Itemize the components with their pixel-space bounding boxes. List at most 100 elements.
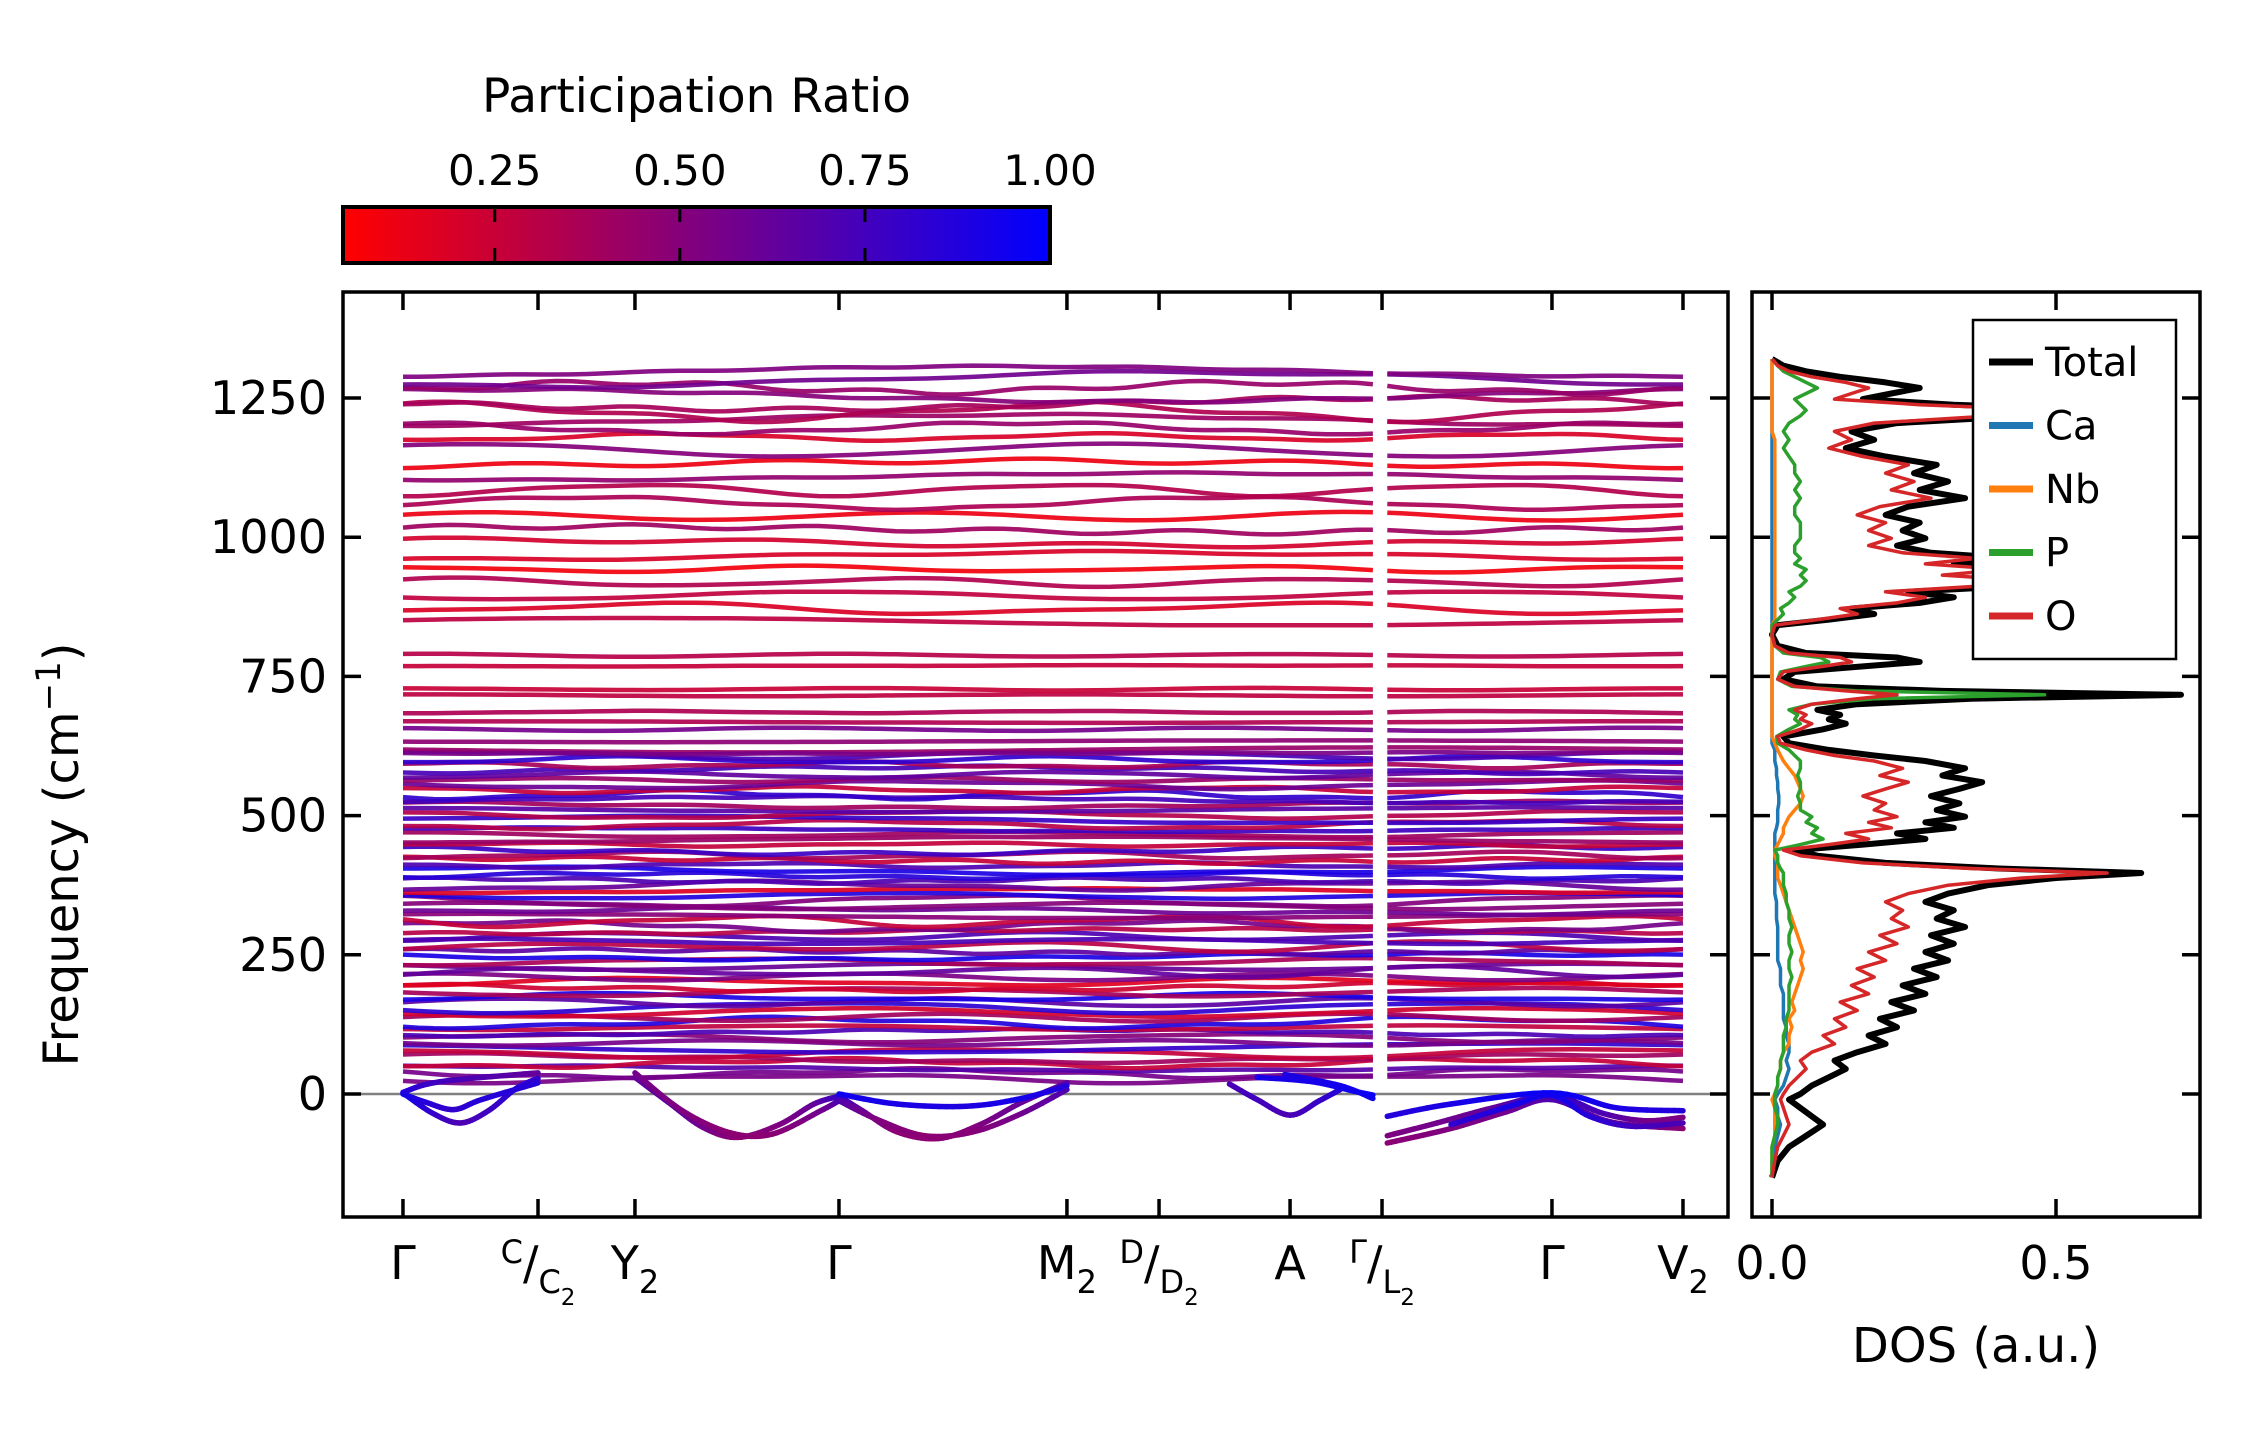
y-tick-label: 250 <box>239 928 327 982</box>
phonon-band <box>1387 864 1684 875</box>
phonon-band <box>1387 956 1684 968</box>
soft-mode-band <box>531 1080 541 1087</box>
phonon-band <box>1387 1006 1684 1016</box>
phonon-band <box>1387 1035 1684 1045</box>
phonon-band <box>402 849 1373 861</box>
phonon-band <box>1387 725 1684 734</box>
y-tick-label: 1000 <box>210 510 327 564</box>
phonon-band <box>1387 1031 1684 1039</box>
dos-curve-nb <box>1770 359 1805 1178</box>
phonon-band <box>402 904 1373 916</box>
phonon-band <box>402 600 1374 617</box>
phonon-band <box>403 834 1373 845</box>
phonon-band <box>402 844 1373 858</box>
phonon-band <box>402 430 1374 443</box>
x-tick-label: D/D2 <box>1119 1233 1198 1311</box>
phonon-band <box>1387 371 1684 379</box>
phonon-band <box>402 940 1374 954</box>
phonon-band <box>1387 830 1684 840</box>
x-tick-label: Γ <box>390 1236 416 1290</box>
dos-x-tick-label: 0.5 <box>2019 1236 2092 1290</box>
phonon-band <box>402 1001 1373 1016</box>
phonon-band <box>402 575 1373 590</box>
legend-entry-label: O <box>2045 594 2076 640</box>
phonon-band <box>1387 808 1683 819</box>
phonon-band <box>402 411 1373 429</box>
soft-mode-band <box>1061 1082 1070 1090</box>
phonon-band <box>402 725 1373 734</box>
band-panel-axes: Γ C/C2 Y2 Γ M2 D/D2 A Γ/L2 Γ V2 1250 1000 750 500 250 0… <box>29 290 1730 1311</box>
dos-panel-axes: 0.0 0.5 DOS (a.u.) <box>1735 290 2202 1374</box>
colorbar-tick-label: 1.00 <box>1003 146 1097 195</box>
phonon-band <box>402 482 1374 499</box>
phonon-band <box>1387 921 1684 935</box>
dos-legend: Total Ca Nb PO <box>1971 318 2178 661</box>
dos-panel-frame <box>1750 290 2202 1219</box>
phonon-band <box>1387 686 1683 693</box>
phonon-band <box>402 893 1373 909</box>
phonon-band <box>402 769 1374 781</box>
phonon-band <box>402 1047 1373 1061</box>
phonon-band <box>402 494 1374 513</box>
phonon-band <box>1387 718 1683 725</box>
legend-entry-label: P <box>2045 531 2069 577</box>
phonon-band <box>402 563 1374 575</box>
phonon-band <box>1387 849 1684 861</box>
phonon-band <box>402 875 1373 886</box>
dos-curve-total <box>1769 356 2184 1179</box>
dos-curve-p <box>1770 357 2047 1178</box>
phonon-band <box>1387 525 1684 536</box>
phonon-band <box>1387 1056 1684 1069</box>
phonon-band <box>1387 577 1684 589</box>
soft-mode-band <box>1061 1086 1070 1094</box>
phonon-band <box>1387 745 1684 752</box>
x-tick-label: Γ <box>826 1236 852 1290</box>
x-tick-label: M2 <box>1037 1236 1097 1301</box>
phonon-band <box>1387 482 1684 499</box>
phonon-band <box>1387 1012 1684 1024</box>
phonon-band <box>1387 825 1684 833</box>
phonon-band <box>403 829 1373 840</box>
x-tick-label: A <box>1274 1236 1306 1290</box>
phonon-band <box>1387 777 1684 783</box>
x-tick-label: V2 <box>1657 1236 1709 1301</box>
phonon-band <box>403 685 1373 693</box>
soft-mode-band <box>529 1070 541 1077</box>
phonon-band <box>1387 749 1684 756</box>
phonon-band <box>1387 908 1684 918</box>
phonon-band <box>1387 840 1684 849</box>
colorbar-tick-label: 0.75 <box>818 146 912 195</box>
phonon-band <box>1387 602 1684 617</box>
phonon-band <box>1387 471 1684 483</box>
dos-x-tick-label: 0.0 <box>1735 1236 1808 1290</box>
phonon-band <box>402 817 1373 832</box>
phonon-band <box>402 368 1373 390</box>
phonon-band <box>402 378 1374 397</box>
phonon-band <box>1386 383 1684 397</box>
phonon-band <box>402 799 1373 811</box>
phonon-band <box>402 951 1373 963</box>
dos-area <box>1769 356 2184 1179</box>
phonon-band <box>1387 738 1684 744</box>
phonon-band <box>403 662 1373 669</box>
colorbar-tick-label: 0.25 <box>448 146 542 195</box>
phonon-band <box>402 763 1373 776</box>
y-axis-label: Frequency (cm−1) <box>29 643 90 1067</box>
phonon-band <box>402 615 1373 628</box>
phonon-band <box>403 708 1373 716</box>
colorbar-tick-label: 0.50 <box>633 146 727 195</box>
phonon-band <box>1387 1047 1684 1059</box>
phonon-band <box>402 918 1374 935</box>
phonon-band <box>1387 768 1684 777</box>
phonon-band <box>1387 1063 1684 1072</box>
soft-mode-band <box>533 1075 541 1082</box>
band-panel-frame <box>341 290 1730 1219</box>
phonon-band <box>1387 1066 1684 1078</box>
phonon-band <box>1387 939 1684 954</box>
phonon-band <box>402 805 1373 815</box>
phonon-band <box>1387 692 1683 699</box>
phonon-band <box>1387 589 1684 600</box>
phonon-band <box>1387 551 1684 562</box>
phonon-band <box>1387 536 1684 546</box>
phonon-band <box>1387 985 1684 995</box>
